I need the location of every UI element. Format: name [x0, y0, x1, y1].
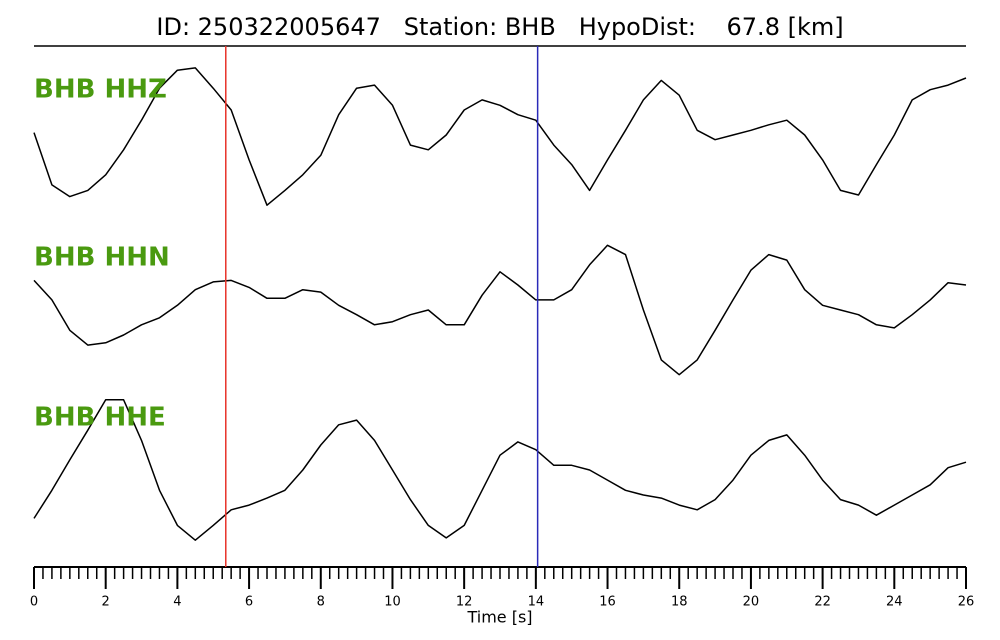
x-tick-label: 26 — [958, 595, 975, 610]
waveform — [33, 399, 967, 541]
x-tick-label: 14 — [528, 595, 545, 610]
x-tick-label: 24 — [886, 595, 903, 610]
x-tick-label: 16 — [599, 595, 616, 610]
chart-title: ID: 250322005647 Station: BHB HypoDist: … — [156, 13, 843, 41]
trace-label: BHB HHN — [34, 243, 170, 273]
x-tick-label: 12 — [456, 595, 473, 610]
trace-label: BHB HHE — [34, 403, 166, 433]
x-tick-label: 20 — [743, 595, 760, 610]
x-tick-label: 18 — [671, 595, 688, 610]
x-tick-label: 6 — [245, 595, 253, 610]
waveform — [33, 244, 967, 376]
x-tick-label: 2 — [102, 595, 110, 610]
waveform — [33, 67, 967, 206]
x-tick-label: 8 — [317, 595, 325, 610]
trace-label: BHB HHZ — [34, 75, 167, 105]
x-tick-label: 10 — [384, 595, 401, 610]
x-tick-label: 4 — [173, 595, 181, 610]
x-tick-label: 22 — [814, 595, 831, 610]
x-tick-label: 0 — [30, 595, 38, 610]
x-axis-label: Time [s] — [466, 608, 532, 627]
